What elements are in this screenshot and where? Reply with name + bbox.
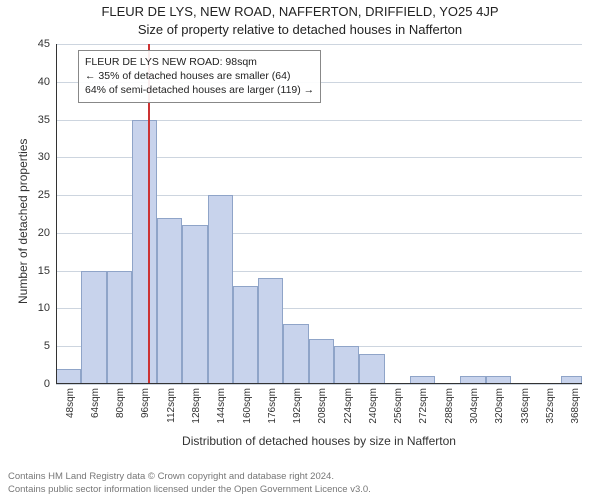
x-tick-label: 256sqm — [393, 388, 404, 424]
x-tick-label: 288sqm — [444, 388, 455, 424]
histogram-bar — [283, 324, 308, 384]
histogram-bar — [81, 271, 106, 384]
y-tick-label: 45 — [38, 38, 56, 50]
x-tick-label: 272sqm — [418, 388, 429, 424]
annotation-box: FLEUR DE LYS NEW ROAD: 98sqm← 35% of det… — [78, 50, 321, 103]
y-tick-label: 5 — [44, 340, 56, 352]
y-axis-label: Number of detached properties — [16, 139, 30, 304]
x-tick-label: 368sqm — [570, 388, 581, 424]
title-line-1: FLEUR DE LYS, NEW ROAD, NAFFERTON, DRIFF… — [0, 4, 600, 19]
x-tick-label: 80sqm — [115, 388, 126, 418]
x-tick-label: 144sqm — [216, 388, 227, 424]
y-tick-label: 15 — [38, 265, 56, 277]
x-tick-label: 128sqm — [191, 388, 202, 424]
histogram-bar — [56, 369, 81, 384]
gridline — [56, 44, 582, 45]
x-tick-label: 112sqm — [166, 388, 177, 423]
x-tick-label: 176sqm — [267, 388, 278, 424]
x-tick-label: 304sqm — [469, 388, 480, 424]
x-tick-label: 48sqm — [65, 388, 76, 418]
x-tick-label: 192sqm — [292, 388, 303, 424]
y-tick-label: 0 — [44, 378, 56, 390]
y-tick-label: 25 — [38, 189, 56, 201]
y-tick-label: 35 — [38, 114, 56, 126]
chart-plot-area: 05101520253035404548sqm64sqm80sqm96sqm11… — [56, 44, 582, 384]
histogram-bar — [157, 218, 182, 384]
footer-line-1: Contains HM Land Registry data © Crown c… — [8, 471, 371, 483]
x-tick-label: 224sqm — [343, 388, 354, 424]
y-tick-label: 10 — [38, 302, 56, 314]
histogram-bar — [359, 354, 384, 384]
histogram-bar — [258, 278, 283, 384]
histogram-bar — [309, 339, 334, 384]
x-tick-label: 160sqm — [242, 388, 253, 424]
y-tick-label: 30 — [38, 151, 56, 163]
x-tick-label: 352sqm — [545, 388, 556, 424]
annotation-line: 64% of semi-detached houses are larger (… — [85, 83, 314, 97]
x-tick-label: 64sqm — [90, 388, 101, 418]
x-tick-label: 320sqm — [494, 388, 505, 424]
footer-line-2: Contains public sector information licen… — [8, 484, 371, 496]
annotation-line: FLEUR DE LYS NEW ROAD: 98sqm — [85, 55, 314, 69]
x-tick-label: 96sqm — [140, 388, 151, 418]
x-tick-label: 208sqm — [317, 388, 328, 424]
y-tick-label: 40 — [38, 76, 56, 88]
histogram-bar — [132, 120, 157, 384]
title-line-2: Size of property relative to detached ho… — [0, 22, 600, 37]
annotation-line: ← 35% of detached houses are smaller (64… — [85, 69, 314, 83]
histogram-bar — [182, 225, 207, 384]
histogram-bar — [334, 346, 359, 384]
histogram-bar — [233, 286, 258, 384]
footer-attribution: Contains HM Land Registry data © Crown c… — [8, 471, 371, 496]
x-tick-label: 336sqm — [520, 388, 531, 424]
gridline — [56, 384, 582, 385]
x-axis-label: Distribution of detached houses by size … — [56, 434, 582, 448]
histogram-bar — [208, 195, 233, 384]
y-tick-label: 20 — [38, 227, 56, 239]
histogram-bar — [107, 271, 132, 384]
x-tick-label: 240sqm — [368, 388, 379, 424]
